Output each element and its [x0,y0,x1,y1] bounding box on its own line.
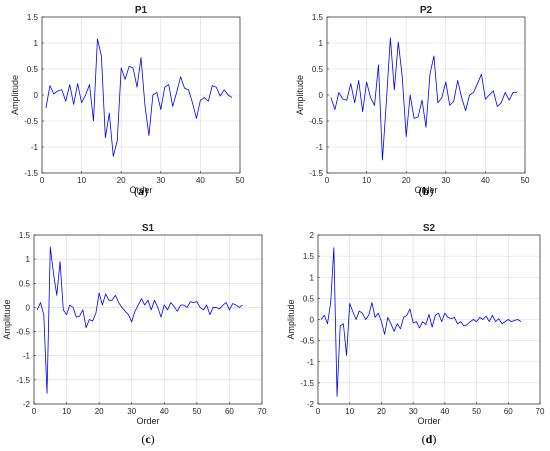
y-tick-label: 1.5 [312,13,324,22]
x-tick-label: 40 [481,176,490,185]
y-tick-label: 0 [26,303,31,312]
series-line [45,38,233,157]
x-tick-label: 30 [156,176,165,185]
caption-letter: b [423,184,430,198]
x-tick-label: 0 [316,407,321,416]
caption-letter: d [426,432,433,446]
y-tick-label: 1 [319,39,324,48]
chart-panel-s1: 0 10 20 30 40 50 60 70 -2 -1.5 -1 -0.5 0 0.5 1 1.5 S1 Ord… [2,223,267,446]
x-axis-label: Order [129,185,152,195]
x-axis-label: Order [136,416,159,426]
x-tick-label: 50 [521,176,530,185]
y-tick-label: 1 [34,39,39,48]
x-axis-label: Order [414,185,437,195]
x-tick-label: 10 [62,407,71,416]
y-tick-label: 1.5 [303,252,315,261]
y-tick-label: -1.5 [16,376,30,385]
x-tick-label: 20 [117,176,126,185]
x-tick-label: 70 [536,407,545,416]
caption-open-paren: ( [134,184,138,198]
panel-caption: (a) [134,184,148,198]
y-tick-label: -0.5 [16,328,30,337]
x-tick-label: 50 [236,176,245,185]
x-tick-label: 40 [440,407,449,416]
y-tick-label: 1 [26,255,31,264]
x-tick-label: 40 [196,176,205,185]
x-tick-label: 70 [258,407,267,416]
y-tick-label: -1.5 [309,169,323,178]
y-tick-label: 0.5 [27,65,39,74]
caption-open-paren: ( [422,432,426,446]
chart-title: P2 [420,5,433,16]
y-tick-label: 0.5 [312,65,324,74]
caption-close-paren: ) [432,432,436,446]
x-tick-label: 30 [409,407,418,416]
caption-close-paren: ) [144,184,148,198]
x-tick-label: 0 [32,407,37,416]
x-tick-label: 30 [127,407,136,416]
chart-title: S1 [142,223,155,234]
y-tick-label: -0.5 [24,117,38,126]
y-tick-label: 1.5 [19,231,31,240]
y-tick-label: 1.5 [27,13,39,22]
y-tick-label: -1 [316,143,324,152]
plot-area [34,235,262,404]
x-tick-label: 50 [472,407,481,416]
panel-caption: (c) [141,432,154,446]
y-axis-label: Amplitude [10,75,20,115]
x-tick-label: 50 [192,407,201,416]
x-tick-label: 40 [160,407,169,416]
y-axis-label: Amplitude [2,299,12,339]
y-tick-label: -2 [23,400,31,409]
x-tick-label: 30 [441,176,450,185]
chart-panel-p2: 0 10 20 30 40 50 -1.5 -1 -0.5 0 0.5 1 1.5 P2 Order Ampl… [295,5,530,198]
x-tick-label: 60 [225,407,234,416]
x-tick-label: 0 [40,176,45,185]
y-tick-label: -1.5 [300,379,314,388]
chart-title: S2 [423,223,436,234]
x-tick-label: 10 [362,176,371,185]
x-tick-label: 20 [95,407,104,416]
y-axis-label: Amplitude [295,75,305,115]
caption-open-paren: ( [141,432,145,446]
chart-panel-s2: 0 10 20 30 40 50 60 70 -2 -1.5 -1 -0.5 0 0.5 1 1.5 2 S2 Or… [286,223,545,446]
y-tick-label: 0.5 [19,279,31,288]
y-tick-label: -0.5 [309,117,323,126]
y-tick-label: 1 [310,273,315,282]
series-line [330,37,518,161]
y-tick-label: 0.5 [303,294,315,303]
x-tick-label: 20 [377,407,386,416]
x-tick-label: 20 [402,176,411,185]
x-tick-label: 10 [77,176,86,185]
y-tick-label: -1 [23,352,31,361]
y-tick-label: -0.5 [300,337,314,346]
y-tick-label: -1.5 [24,169,38,178]
panel-caption: (d) [422,432,437,446]
caption-letter: c [145,432,151,446]
y-tick-label: -1 [31,143,39,152]
chart-panel-p1: 0 10 20 30 40 50 -1.5 -1 -0.5 0 0.5 1 1.5 P1 Order Ampl… [10,5,245,198]
x-axis-label: Order [417,416,440,426]
caption-close-paren: ) [429,184,433,198]
caption-open-paren: ( [419,184,423,198]
y-axis-label: Amplitude [286,299,296,339]
y-tick-label: -1 [307,358,315,367]
y-tick-label: 2 [310,231,315,240]
caption-close-paren: ) [151,432,155,446]
panel-caption: (b) [419,184,434,198]
x-tick-label: 60 [504,407,513,416]
series-line [320,247,522,397]
y-tick-label: 0 [319,91,324,100]
caption-letter: a [138,184,144,198]
y-tick-label: 0 [34,91,39,100]
y-tick-label: -2 [307,400,315,409]
y-tick-label: 0 [310,316,315,325]
chart-title: P1 [135,5,148,16]
x-tick-label: 10 [345,407,354,416]
axes-frame [33,234,263,405]
x-tick-label: 0 [325,176,330,185]
series-line [36,246,243,394]
